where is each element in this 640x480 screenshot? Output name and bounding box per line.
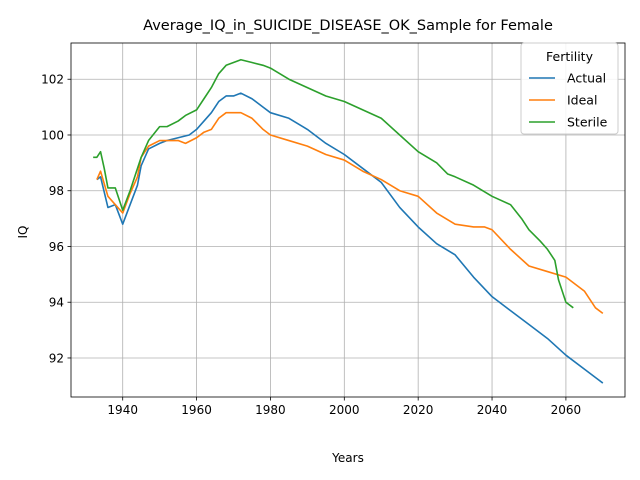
x-axis-label: Years	[331, 451, 364, 465]
x-tick-label: 1960	[181, 403, 212, 417]
y-axis-label: IQ	[16, 226, 30, 239]
series-line-actual	[97, 93, 603, 383]
y-tick-label: 102	[41, 73, 64, 87]
x-tick-label: 2020	[403, 403, 434, 417]
y-tick-label: 98	[49, 184, 64, 198]
x-tick-label: 1940	[107, 403, 138, 417]
y-tick-label: 92	[49, 351, 64, 365]
legend-title: Fertility	[546, 49, 594, 64]
legend: Fertility Actual Ideal Sterile	[521, 43, 618, 134]
chart-title: Average_IQ_in_SUICIDE_DISEASE_OK_Sample …	[143, 18, 553, 34]
y-tick-label: 94	[49, 296, 64, 310]
series-line-ideal	[97, 113, 603, 314]
x-tick-label: 2060	[551, 403, 582, 417]
x-tick-label: 2040	[477, 403, 508, 417]
legend-label-actual: Actual	[567, 71, 606, 86]
legend-label-ideal: Ideal	[567, 93, 597, 108]
axis-ticks: 1940 1960 1980 2000 2020 2040 2060 92 94 96 98 100 1…	[41, 73, 581, 417]
series-line-sterile	[93, 60, 573, 308]
y-tick-label: 100	[41, 128, 64, 142]
x-tick-label: 1980	[255, 403, 286, 417]
legend-label-sterile: Sterile	[567, 115, 608, 130]
y-tick-label: 96	[49, 240, 64, 254]
x-tick-label: 2000	[329, 403, 360, 417]
